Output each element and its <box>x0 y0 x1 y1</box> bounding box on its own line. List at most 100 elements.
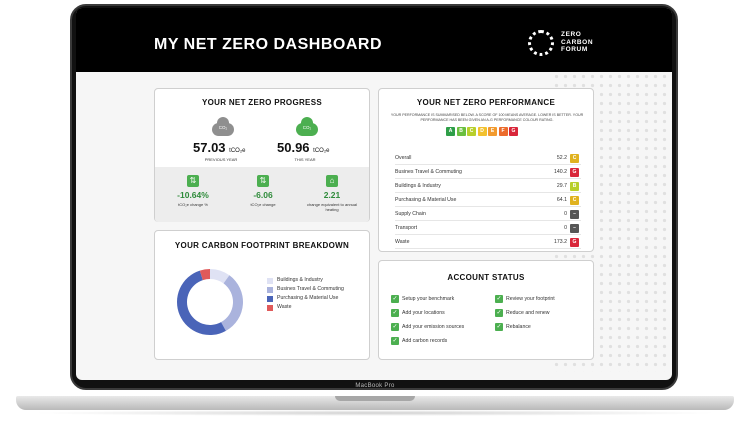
checkmark-icon: ✓ <box>391 309 399 317</box>
checkmark-icon: ✓ <box>391 337 399 345</box>
co2-cloud-icon: CO₂ <box>296 117 318 136</box>
checkmark-icon: ✓ <box>495 309 503 317</box>
stat-caption: change equivalent to annual heating <box>306 202 358 212</box>
legend-label: Busines Travel & Commuting <box>277 286 344 292</box>
row-value: 0 <box>564 211 567 217</box>
co2-cloud-icon: CO₂ <box>212 117 234 136</box>
account-status-card: ACCOUNT STATUS ✓ Setup your benchmark ✓ Add… <box>378 260 594 360</box>
home-icon: ⌂ <box>326 175 338 187</box>
change-percent-value: -10.64% <box>177 190 209 200</box>
progress-stats-panel: ⇅ ⇅ ⌂ -10.64% -6.06 2.21 tCO₂e change % … <box>155 167 369 222</box>
row-value: 140.2 <box>554 169 567 175</box>
legend-item: Purchasing & Material Use <box>267 295 344 304</box>
logo-line: ZERO <box>561 31 582 38</box>
heating-equivalent-value: 2.21 <box>323 190 341 200</box>
change-value: -6.06 <box>253 190 273 200</box>
grade-badge: G <box>570 238 579 247</box>
row-label: Purchasing & Material Use <box>395 197 457 203</box>
donut-legend: Buildings & Industry Busines Travel & Com… <box>267 277 344 313</box>
account-task[interactable]: ✓ Add your locations <box>391 309 445 319</box>
grade-chip: B <box>456 127 466 136</box>
legend-item: Waste <box>267 304 344 313</box>
legend-label: Purchasing & Material Use <box>277 295 339 301</box>
legend-swatch <box>267 296 273 302</box>
device-label: MacBook Pro <box>355 383 395 389</box>
account-task[interactable]: ✓ Add your emission sources <box>391 323 464 333</box>
laptop-notch <box>335 396 415 401</box>
previous-year-value: 57.03 tCO₂e <box>193 140 246 155</box>
account-task[interactable]: ✓ Add carbon records <box>391 337 447 347</box>
performance-row: Overall 52.2 C <box>395 153 581 165</box>
row-label: Supply Chain <box>395 211 426 217</box>
net-zero-performance-card: YOUR NET ZERO PERFORMANCE YOUR PERFORMAN… <box>378 88 594 252</box>
task-label: Review your footprint <box>506 296 555 302</box>
legend-swatch <box>267 278 273 284</box>
grade-badge: B <box>570 182 579 191</box>
logo-line: CARBON <box>561 38 594 46</box>
stat-caption: tCO₂e change <box>250 202 276 207</box>
account-task[interactable]: ✓ Rebalance <box>495 323 531 333</box>
row-value: 173.2 <box>554 239 567 245</box>
this-year-value: 50.96 tCO₂e <box>277 140 330 155</box>
grade-badge: – <box>570 210 579 219</box>
net-zero-progress-card: YOUR NET ZERO PROGRESS CO₂ CO₂ 57.03 tCO… <box>154 88 370 222</box>
checkmark-icon: ✓ <box>495 323 503 331</box>
row-label: Busines Travel & Commuting <box>395 169 462 175</box>
legend-swatch <box>267 287 273 293</box>
legend-swatch <box>267 305 273 311</box>
task-label: Add carbon records <box>402 338 448 344</box>
row-label: Buildings & Industry <box>395 183 441 189</box>
grade-chip: G <box>509 127 518 136</box>
task-label: Reduce and renew <box>506 310 550 316</box>
breakdown-title: YOUR CARBON FOOTPRINT BREAKDOWN <box>174 241 350 250</box>
account-title: ACCOUNT STATUS <box>447 273 525 282</box>
grade-badge: C <box>570 196 579 205</box>
donut-slice[interactable] <box>221 275 243 331</box>
grade-chip: A <box>446 127 455 136</box>
legend-item: Buildings & Industry <box>267 277 344 286</box>
stat-caption: tCO₂e change % <box>178 202 208 207</box>
row-value: 64.1 <box>556 197 567 203</box>
row-value: 29.7 <box>556 183 567 189</box>
grade-chip: F <box>498 127 508 136</box>
logo-ring-icon <box>528 30 554 56</box>
performance-row: Supply Chain 0– <box>395 209 581 221</box>
donut-slice[interactable] <box>177 270 226 335</box>
dashboard-header: MY NET ZERO DASHBOARD ZERO CARBON FORUM <box>76 8 672 72</box>
legend-item: Busines Travel & Commuting <box>267 286 344 295</box>
carbon-footprint-breakdown-card: YOUR CARBON FOOTPRINT BREAKDOWN Building… <box>154 230 370 360</box>
row-label: Overall <box>395 155 412 161</box>
performance-row: Buildings & Industry 29.7 B <box>395 181 581 193</box>
footprint-donut-chart <box>177 269 243 335</box>
legend-label: Waste <box>277 304 292 310</box>
arrows-updown-icon: ⇅ <box>257 175 269 187</box>
laptop-base <box>16 396 734 410</box>
performance-row: Busines Travel & Commuting 140.2 G <box>395 167 581 179</box>
account-task[interactable]: ✓ Reduce and renew <box>495 309 550 319</box>
performance-row: Purchasing & Material Use 64.1 C <box>395 195 581 207</box>
grade-badge: C <box>570 154 579 163</box>
grade-badge: – <box>570 224 579 233</box>
row-value: 0 <box>564 225 567 231</box>
grade-chip: C <box>467 127 476 136</box>
donut-slice[interactable] <box>199 269 210 281</box>
this-year-caption: THIS YEAR <box>294 157 316 162</box>
task-label: Add your emission sources <box>402 324 465 330</box>
progress-title: YOUR NET ZERO PROGRESS <box>202 98 322 107</box>
zero-carbon-forum-logo[interactable]: ZERO CARBON FORUM <box>528 28 638 66</box>
account-task[interactable]: ✓ Review your footprint <box>495 295 555 305</box>
page-title: MY NET ZERO DASHBOARD <box>154 36 382 53</box>
row-value: 52.2 <box>556 155 567 161</box>
performance-title: YOUR NET ZERO PERFORMANCE <box>416 98 556 107</box>
donut-slice[interactable] <box>210 269 230 284</box>
grade-badge: G <box>570 168 579 177</box>
previous-year-caption: PREVIOUS YEAR <box>204 157 238 162</box>
task-label: Add your locations <box>402 310 445 316</box>
laptop-screen: MY NET ZERO DASHBOARD ZERO CARBON FORUM … <box>76 8 672 380</box>
task-label: Rebalance <box>506 324 531 330</box>
logo-line: FORUM <box>561 46 588 53</box>
account-task[interactable]: ✓ Setup your benchmark <box>391 295 454 305</box>
performance-row: Waste 173.2 G <box>395 237 581 249</box>
